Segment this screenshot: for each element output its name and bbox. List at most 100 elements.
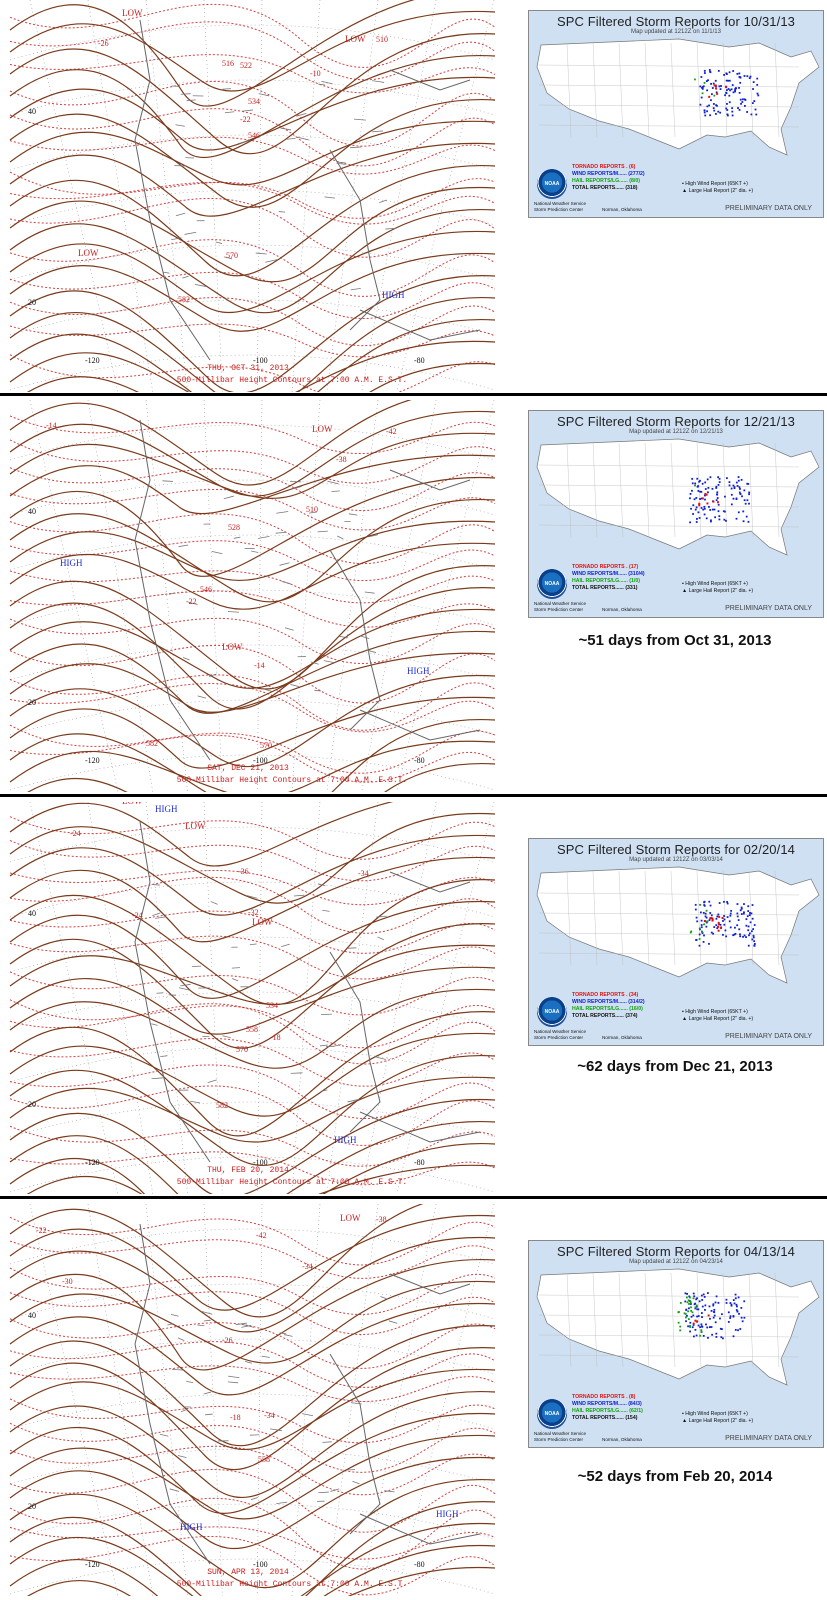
wind-report-dot [702,508,705,511]
wind-report-dot [712,1303,715,1306]
wind-barb [319,1044,328,1047]
wind-barb [205,1413,213,1416]
wind-report-dot [710,99,712,102]
wind-report-dot [699,498,701,500]
longitude-gridline [87,802,154,1194]
wind-barb [368,534,379,538]
wind-report-dot [736,903,739,905]
longitude-label: -120 [85,756,100,765]
height-contour [9,477,496,577]
preliminary-note: PRELIMINARY DATA ONLY [725,605,812,612]
low-pressure-label: LOW [122,8,143,18]
wind-report-dot [738,486,741,489]
longitude-label: -100 [253,356,268,365]
height-contour [9,1280,496,1364]
hail-report-dot [685,1316,687,1319]
wind-barb [323,660,335,663]
height-contour [9,120,496,186]
wind-report-dot [703,901,705,904]
latitude-gridline [9,699,496,736]
temperature-contour [9,239,496,297]
wind-report-dot [708,900,711,903]
wind-report-dot [734,1297,737,1300]
hail-report-dot [689,1296,691,1299]
high-pressure-label: HIGH [436,1509,459,1519]
height-contour [9,252,496,332]
state-border [644,1272,650,1368]
wind-barb [227,611,240,613]
noaa-logo-icon: NOAA [537,569,567,599]
state-border [538,1314,800,1318]
latitude-gridline [9,1338,496,1375]
temperature-contour [9,734,496,783]
wind-report-dot [745,918,748,921]
longitude-gridline [145,802,188,1194]
wind-barb [372,80,385,83]
wind-report-dot [693,1303,696,1306]
height-contour [9,400,412,486]
wind-barb [160,1055,168,1058]
wind-barb [322,909,330,912]
height-value-label: -34 [358,869,369,878]
height-contour [9,1347,496,1471]
tornado-report-dot [696,1320,699,1323]
wind-report-dot [704,1308,706,1311]
wind-report-dot [717,913,720,916]
wind-barb [175,212,186,217]
wind-report-dot [731,114,734,117]
wind-report-dot [729,912,732,915]
state-border [538,952,800,956]
latitude-label: 20 [28,1100,36,1109]
latitude-gridline [9,479,496,516]
wind-barb [275,531,287,534]
wind-barb [292,486,302,490]
wind-barb [223,495,234,500]
wind-report-dot [704,912,707,915]
longitude-label: -100 [253,1158,268,1167]
latitude-gridline [9,936,496,973]
wind-report-dot [705,921,708,924]
weather-map: LOW HIGH LOW LOW HIGH -24 -36 -32 -34 -24 534 558 57… [0,802,500,1194]
height-value-label: 510 [306,505,318,514]
wind-report-dot [704,1304,707,1307]
wind-report-dot [686,1292,689,1295]
wind-report-dot [702,85,704,88]
hail-report-dot [692,1297,695,1300]
longitude-gridline [361,0,437,392]
hail-report-dot [701,930,703,933]
wind-report-dot [744,502,747,505]
temperature-contour [9,1398,496,1444]
height-contour [9,1479,496,1589]
wind-barb [265,259,278,263]
hail-report-dot [689,931,692,934]
wind-report-dot [687,1325,689,1328]
latitude-gridline [9,189,496,226]
height-contour [26,1164,496,1194]
panel-apr-13-2014: HIGHLOWHIGHHIGH540-22-30-42-38-34-26-18-… [0,1204,827,1600]
wind-report-dot [696,477,699,480]
wind-barb [380,1296,388,1300]
wind-barb [338,161,346,164]
wind-report-dot [688,1307,690,1310]
wind-report-dot [727,88,730,90]
wind-report-dot [737,511,740,514]
wind-barb [197,1324,205,1327]
height-contour [9,923,496,1049]
noaa-logo-icon: NOAA [537,997,567,1027]
wind-report-dot [732,934,735,937]
wind-report-dot [697,490,700,492]
wind-report-dot [728,920,731,923]
wind-report-dot [736,485,739,487]
temperature-contour [9,136,496,175]
wind-report-dot [732,497,735,500]
wind-barb [331,490,340,492]
state-border [670,1272,676,1368]
wind-report-dot [732,1299,735,1301]
wind-report-dot [722,933,724,936]
days-caption: ~62 days from Dec 21, 2013 [577,1058,773,1075]
wind-report-dot [697,1308,700,1311]
temperature-contour [9,910,496,954]
wind-report-dot [739,909,742,912]
longitude-gridline [145,0,188,392]
height-contour [9,0,416,107]
